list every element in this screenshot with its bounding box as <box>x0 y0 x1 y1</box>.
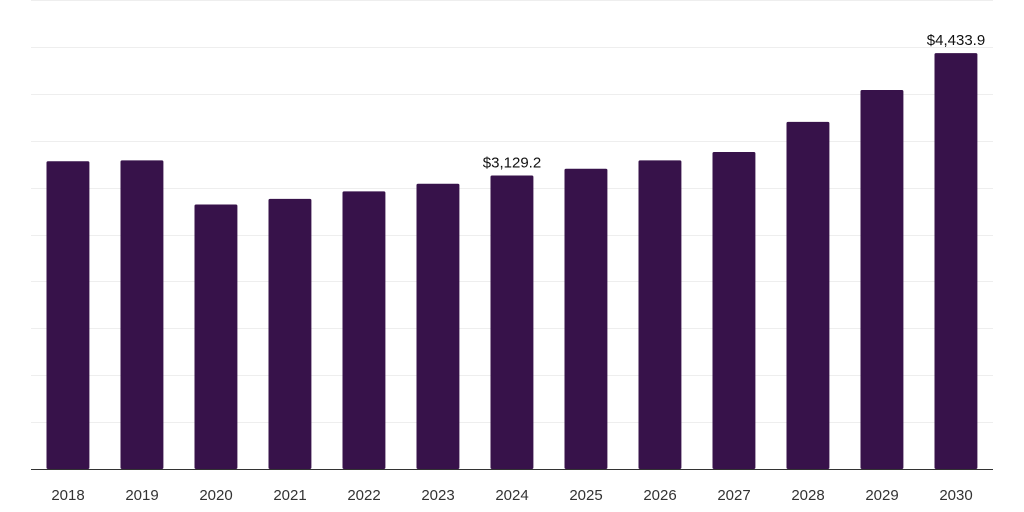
bar-2024 <box>490 175 534 469</box>
x-tick-label-2018: 2018 <box>51 487 84 504</box>
bar-2029 <box>860 90 904 469</box>
bar-2025 <box>564 168 608 470</box>
data-label-2030: $4,433.9 <box>927 32 985 49</box>
x-tick-label-2021: 2021 <box>273 487 306 504</box>
x-tick-label-2026: 2026 <box>643 487 676 504</box>
x-axis-ticks: 2018 2019 2020 2021 2022 2023 2024 2025 2026 2027… <box>51 487 972 504</box>
x-tick-label-2019: 2019 <box>125 487 158 504</box>
x-tick-label-2023: 2023 <box>421 487 454 504</box>
x-tick-label-2028: 2028 <box>791 487 824 504</box>
x-tick-label-2024: 2024 <box>495 487 528 504</box>
bar-2020 <box>194 204 238 469</box>
data-label-2024: $3,129.2 <box>483 155 541 172</box>
bar-2018 <box>46 161 90 470</box>
x-tick-label-2029: 2029 <box>865 487 898 504</box>
x-tick-label-2030: 2030 <box>939 487 972 504</box>
bar-2026 <box>638 160 682 469</box>
bars <box>46 53 978 470</box>
x-tick-label-2027: 2027 <box>717 487 750 504</box>
x-tick-label-2025: 2025 <box>569 487 602 504</box>
bar-2030 <box>934 53 978 469</box>
x-tick-label-2020: 2020 <box>199 487 232 504</box>
bar-2021 <box>268 198 312 469</box>
data-labels: $3,129.2 $4,433.9 <box>483 32 985 171</box>
bar-2019 <box>120 160 164 469</box>
bar-2023 <box>416 183 460 470</box>
bar-2022 <box>342 191 386 469</box>
bar-2027 <box>712 152 756 469</box>
x-tick-label-2022: 2022 <box>347 487 380 504</box>
bar-2028 <box>786 121 830 470</box>
